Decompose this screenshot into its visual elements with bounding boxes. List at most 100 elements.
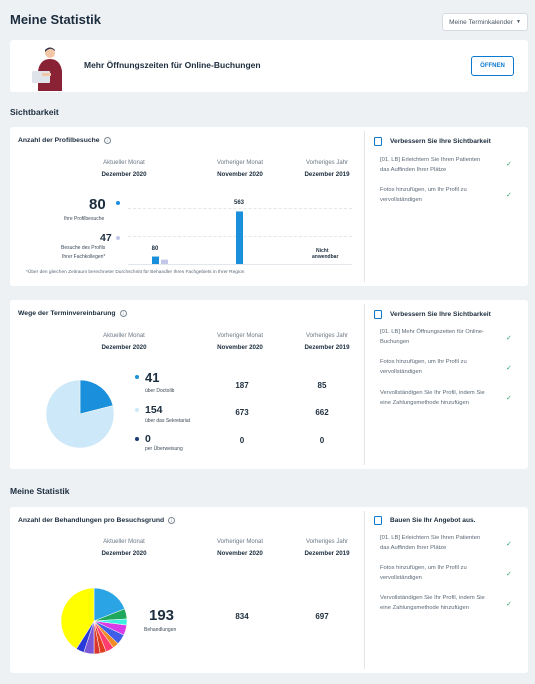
pie-slice-0 — [79, 380, 114, 415]
check-icon: ✓ — [506, 541, 512, 548]
booking-doctolib-label: über Doctolib — [145, 388, 175, 394]
tip-2-1[interactable]: [01. LB] Mehr Öffnungszeiten für Online-… — [380, 328, 505, 347]
col-current-value: Dezember 2020 — [101, 550, 147, 557]
tip-2-3[interactable]: Vervollständigen Sie Ihr Profil, indem S… — [380, 389, 510, 408]
treatments-prev: 834 — [235, 612, 249, 621]
gridline — [128, 208, 352, 209]
calendar-select-label: Meine Terminkalender — [449, 18, 513, 26]
tip-text: Fotos hinzufügen, um Ihr Profil zu — [380, 565, 467, 571]
pie-slice-11 — [61, 588, 95, 650]
legend-dot — [135, 437, 139, 441]
open-button[interactable]: ÖFFNEN — [471, 56, 514, 76]
tip-text: Vervollständigen Sie Ihr Profil, indem S… — [380, 390, 485, 396]
booking-referral-prev: 0 — [239, 436, 245, 445]
tip-text: [01. LB] Erleichtern Sie Ihren Patienten — [380, 535, 481, 541]
tip-text: eine Zahlungsmethode hinzufügen — [380, 399, 469, 406]
tip-3-1[interactable]: [01. LB] Erleichtern Sie Ihren Patienten… — [380, 534, 505, 553]
booking-doctolib-value: 41 — [145, 370, 160, 385]
check-icon: ✓ — [506, 601, 512, 608]
profile-visits-title: Anzahl der Profilbesuche i — [18, 137, 111, 144]
tip-3-2[interactable]: Fotos hinzufügen, um Ihr Profil zu vervol… — [380, 564, 505, 583]
booking-ways-title-text: Wege der Terminvereinbarung — [18, 310, 116, 317]
tips-1-title: Verbessern Sie Ihre Sichtbarkeit — [390, 138, 491, 145]
profile-visits-card — [10, 127, 528, 286]
profile-visits-value: 80 — [89, 196, 106, 213]
booking-referral-label: per Überweisung — [145, 446, 183, 452]
booking-doctolib-prev: 187 — [235, 381, 249, 390]
pie-slice-1 — [46, 380, 114, 448]
booking-secretariat-value: 154 — [145, 404, 163, 416]
col-previous-value: November 2020 — [217, 171, 263, 178]
booking-ways-title: Wege der Terminvereinbarung i — [18, 310, 127, 317]
clipboard-icon — [374, 516, 382, 525]
tip-text: das Auffinden Ihrer Plätze — [380, 166, 447, 173]
booking-ways-pie-chart — [46, 380, 114, 448]
col-last-year-value: Dezember 2019 — [304, 344, 350, 351]
tip-1-1[interactable]: [01. LB] Erleichtern Sie Ihren Patienten… — [380, 156, 505, 175]
not-applicable-label-1: Nicht — [316, 248, 329, 254]
col-previous-value: November 2020 — [217, 550, 263, 557]
section-title-stats: Meine Statistik — [10, 486, 70, 496]
tip-text: das Auffinden Ihrer Plätze — [380, 544, 447, 551]
booking-secretariat-prev: 673 — [235, 408, 249, 417]
bar-peer-0 — [161, 259, 168, 264]
col-current-label: Aktueller Monat — [103, 539, 145, 545]
info-icon[interactable]: i — [168, 517, 176, 524]
card-divider — [364, 304, 365, 465]
tip-text: Fotos hinzufügen, um Ihr Profil zu — [380, 187, 467, 193]
tip-text: Buchungen — [380, 338, 410, 345]
booking-secretariat-year: 662 — [315, 408, 329, 417]
col-previous-label: Vorheriger Monat — [216, 333, 264, 339]
booking-secretariat-label: über das Sekretariat — [145, 418, 191, 424]
bar-data-label-current: 80 — [151, 246, 159, 252]
opening-hours-banner — [10, 40, 528, 92]
card-divider — [364, 131, 365, 282]
col-current-value: Dezember 2020 — [101, 344, 147, 351]
tips-3-title: Bauen Sie Ihr Angebot aus. — [390, 517, 476, 524]
col-current-label: Aktueller Monat — [103, 333, 145, 339]
legend-dot-peer — [116, 236, 120, 240]
profile-visits-label: Ihre Profilbesuche — [64, 216, 105, 222]
treatments-pie-chart — [61, 588, 127, 654]
tip-text: [01. LB] Mehr Öffnungszeiten für Online- — [380, 329, 484, 335]
pie-slice-0 — [93, 588, 126, 622]
tip-text: [01. LB] Erleichtern Sie Ihren Patienten — [380, 157, 481, 163]
tip-text: vervollständigen — [380, 368, 422, 375]
treatments-label: Behandlungen — [144, 627, 177, 633]
section-title-visibility: Sichtbarkeit — [10, 107, 59, 117]
legend-dot — [135, 408, 139, 412]
info-icon[interactable]: i — [103, 137, 111, 144]
clipboard-icon — [374, 137, 382, 146]
col-previous-label: Vorheriger Monat — [216, 539, 264, 545]
bar-own-1 — [236, 211, 243, 264]
col-current-label: Aktueller Monat — [103, 160, 145, 166]
clipboard-icon — [374, 310, 382, 319]
booking-doctolib-year: 85 — [317, 381, 327, 390]
treatments-title-text: Anzahl der Behandlungen pro Besuchsgrund — [18, 517, 165, 524]
tip-1-2[interactable]: Fotos hinzufügen, um Ihr Profil zu vervol… — [380, 186, 505, 205]
tips-2-title: Verbessern Sie Ihre Sichtbarkeit — [390, 311, 491, 318]
calendar-select[interactable]: Meine Terminkalender ▼ — [442, 13, 528, 31]
card-divider — [364, 511, 365, 669]
col-previous-label: Vorheriger Monat — [216, 160, 264, 166]
bar-data-label-previous: 563 — [233, 200, 244, 206]
profile-visits-footnote: *Über den gleichen Zeitraum berechneter … — [26, 270, 245, 275]
check-icon: ✓ — [506, 192, 512, 199]
tip-3-3[interactable]: Vervollständigen Sie Ihr Profil, indem S… — [380, 594, 510, 613]
legend-dot — [135, 375, 139, 379]
peer-visits-label-2: Ihrer Fachkollegen* — [62, 254, 106, 260]
info-icon[interactable]: i — [119, 310, 127, 317]
tip-2-2[interactable]: Fotos hinzufügen, um Ihr Profil zu vervol… — [380, 358, 505, 377]
axis-baseline — [128, 264, 352, 265]
legend-dot-own — [116, 201, 120, 205]
chevron-down-icon: ▼ — [515, 19, 521, 25]
profile-visits-title-text: Anzahl der Profilbesuche — [18, 137, 100, 144]
col-last-year-label: Vorheriges Jahr — [305, 539, 349, 545]
doctor-illustration — [32, 47, 62, 91]
col-previous-value: November 2020 — [217, 344, 263, 351]
tip-text: vervollständigen — [380, 574, 422, 581]
peer-visits-value: 47 — [100, 232, 112, 244]
tip-text: Fotos hinzufügen, um Ihr Profil zu — [380, 359, 467, 365]
check-icon: ✓ — [506, 571, 512, 578]
